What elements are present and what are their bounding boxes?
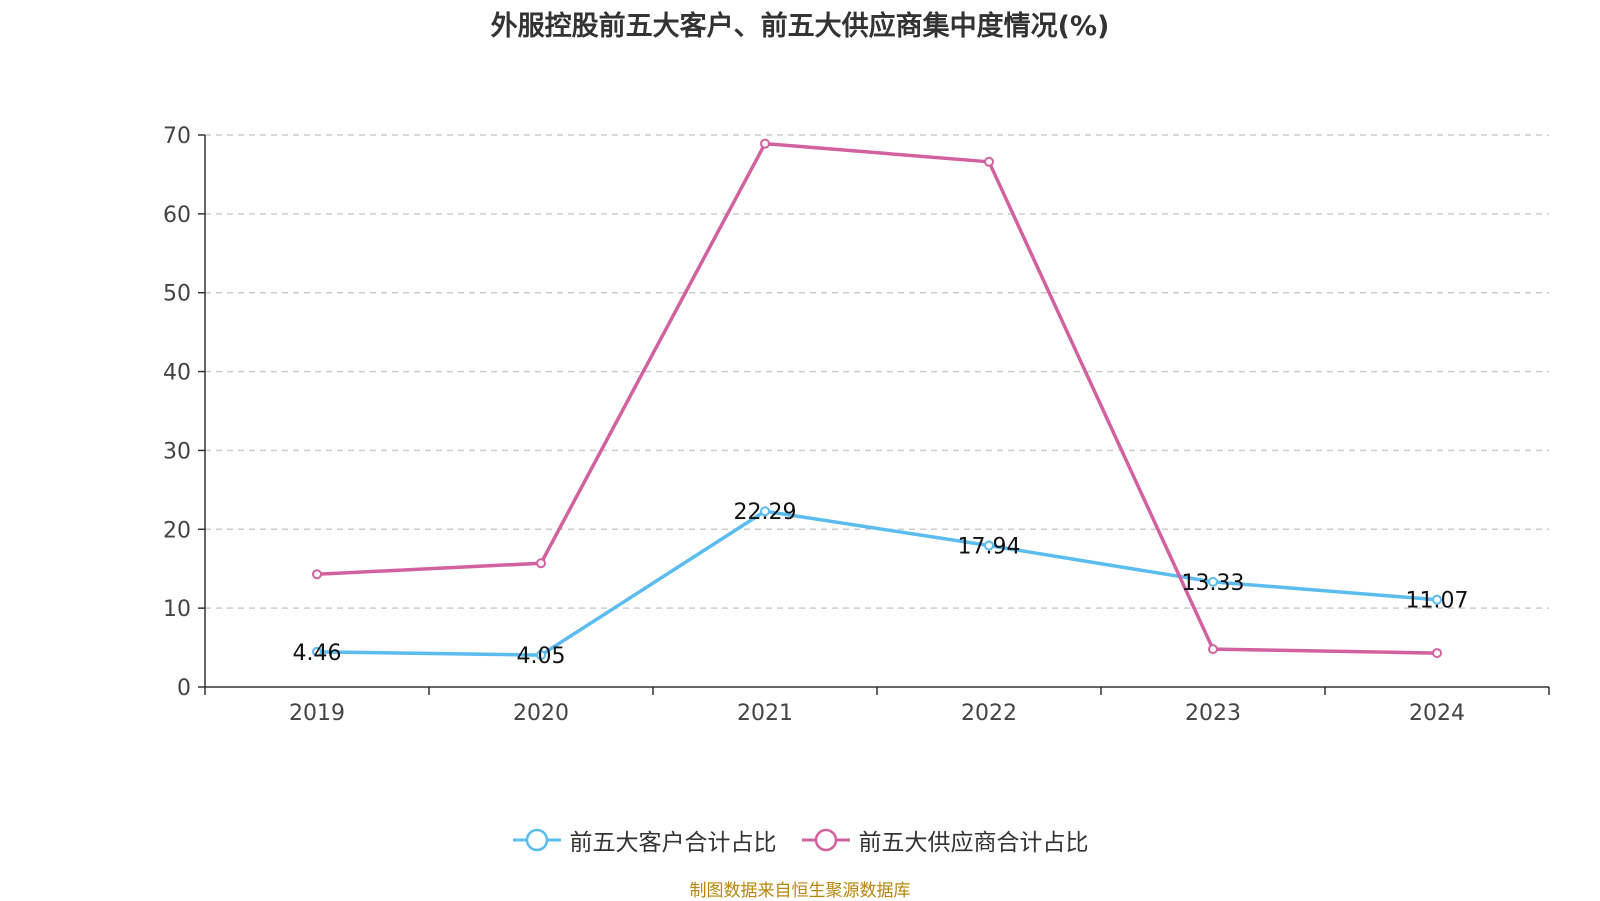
- data-point: [760, 506, 770, 517]
- y-tick-label: 40: [163, 361, 191, 386]
- series: [312, 138, 1442, 661]
- x-tick-label: 2020: [513, 701, 569, 726]
- y-tick-label: 0: [177, 676, 191, 701]
- series-line-2: [316, 141, 1438, 655]
- data-point: [536, 650, 546, 661]
- y-tick-label: 30: [163, 439, 191, 464]
- data-point: [1208, 644, 1218, 655]
- legend-line-circle-icon: [801, 828, 850, 852]
- data-point: [1208, 576, 1218, 587]
- data-label: 4.05: [517, 644, 566, 669]
- x-tick-label: 2019: [289, 701, 345, 726]
- data-point: [312, 646, 322, 657]
- x-tick-label: 2023: [1185, 701, 1241, 726]
- legend-label: 前五大供应商合计占比: [858, 830, 1089, 856]
- data-point: [1432, 594, 1442, 605]
- legend-line-circle-icon: [512, 828, 561, 852]
- data-point: [760, 138, 770, 149]
- data-point: [312, 569, 322, 580]
- data-point: [984, 540, 994, 551]
- legend: 前五大客户合计占比 前五大供应商合计占比: [0, 820, 1600, 860]
- series-line-1: [316, 509, 1438, 657]
- data-label: 13.33: [1182, 571, 1245, 596]
- data-label: 22.29: [734, 500, 797, 525]
- data-label: 4.46: [293, 641, 342, 666]
- y-tick-label: 50: [163, 282, 191, 307]
- x-tick-label: 2021: [737, 701, 793, 726]
- gridlines: [205, 134, 1549, 609]
- data-point: [1432, 648, 1442, 659]
- x-tick-label: 2022: [961, 701, 1017, 726]
- data-labels: 4.46 4.05 22.29 17.94 13.33 11.07: [293, 500, 1469, 669]
- chart-title: 外服控股前五大客户、前五大供应商集中度情况(%): [490, 11, 1110, 42]
- y-tick-label: 70: [163, 124, 191, 149]
- legend-item-1[interactable]: 前五大客户合计占比: [512, 823, 777, 857]
- data-point: [536, 558, 546, 569]
- data-point: [984, 156, 994, 167]
- legend-label: 前五大客户合计占比: [569, 830, 777, 856]
- legend-item-2[interactable]: 前五大供应商合计占比: [801, 823, 1089, 857]
- source-note: 制图数据来自恒生聚源数据库: [689, 881, 911, 901]
- y-tick-label: 10: [163, 597, 191, 622]
- y-tick-label: 60: [163, 203, 191, 228]
- data-label: 11.07: [1406, 589, 1469, 614]
- axes: 0 10 20 30 40 50 60 70 2019 2020 2021 2022 2023 2024: [163, 124, 1550, 726]
- x-tick-label: 2024: [1409, 701, 1465, 726]
- data-label: 17.94: [958, 535, 1021, 560]
- y-tick-label: 20: [163, 518, 191, 543]
